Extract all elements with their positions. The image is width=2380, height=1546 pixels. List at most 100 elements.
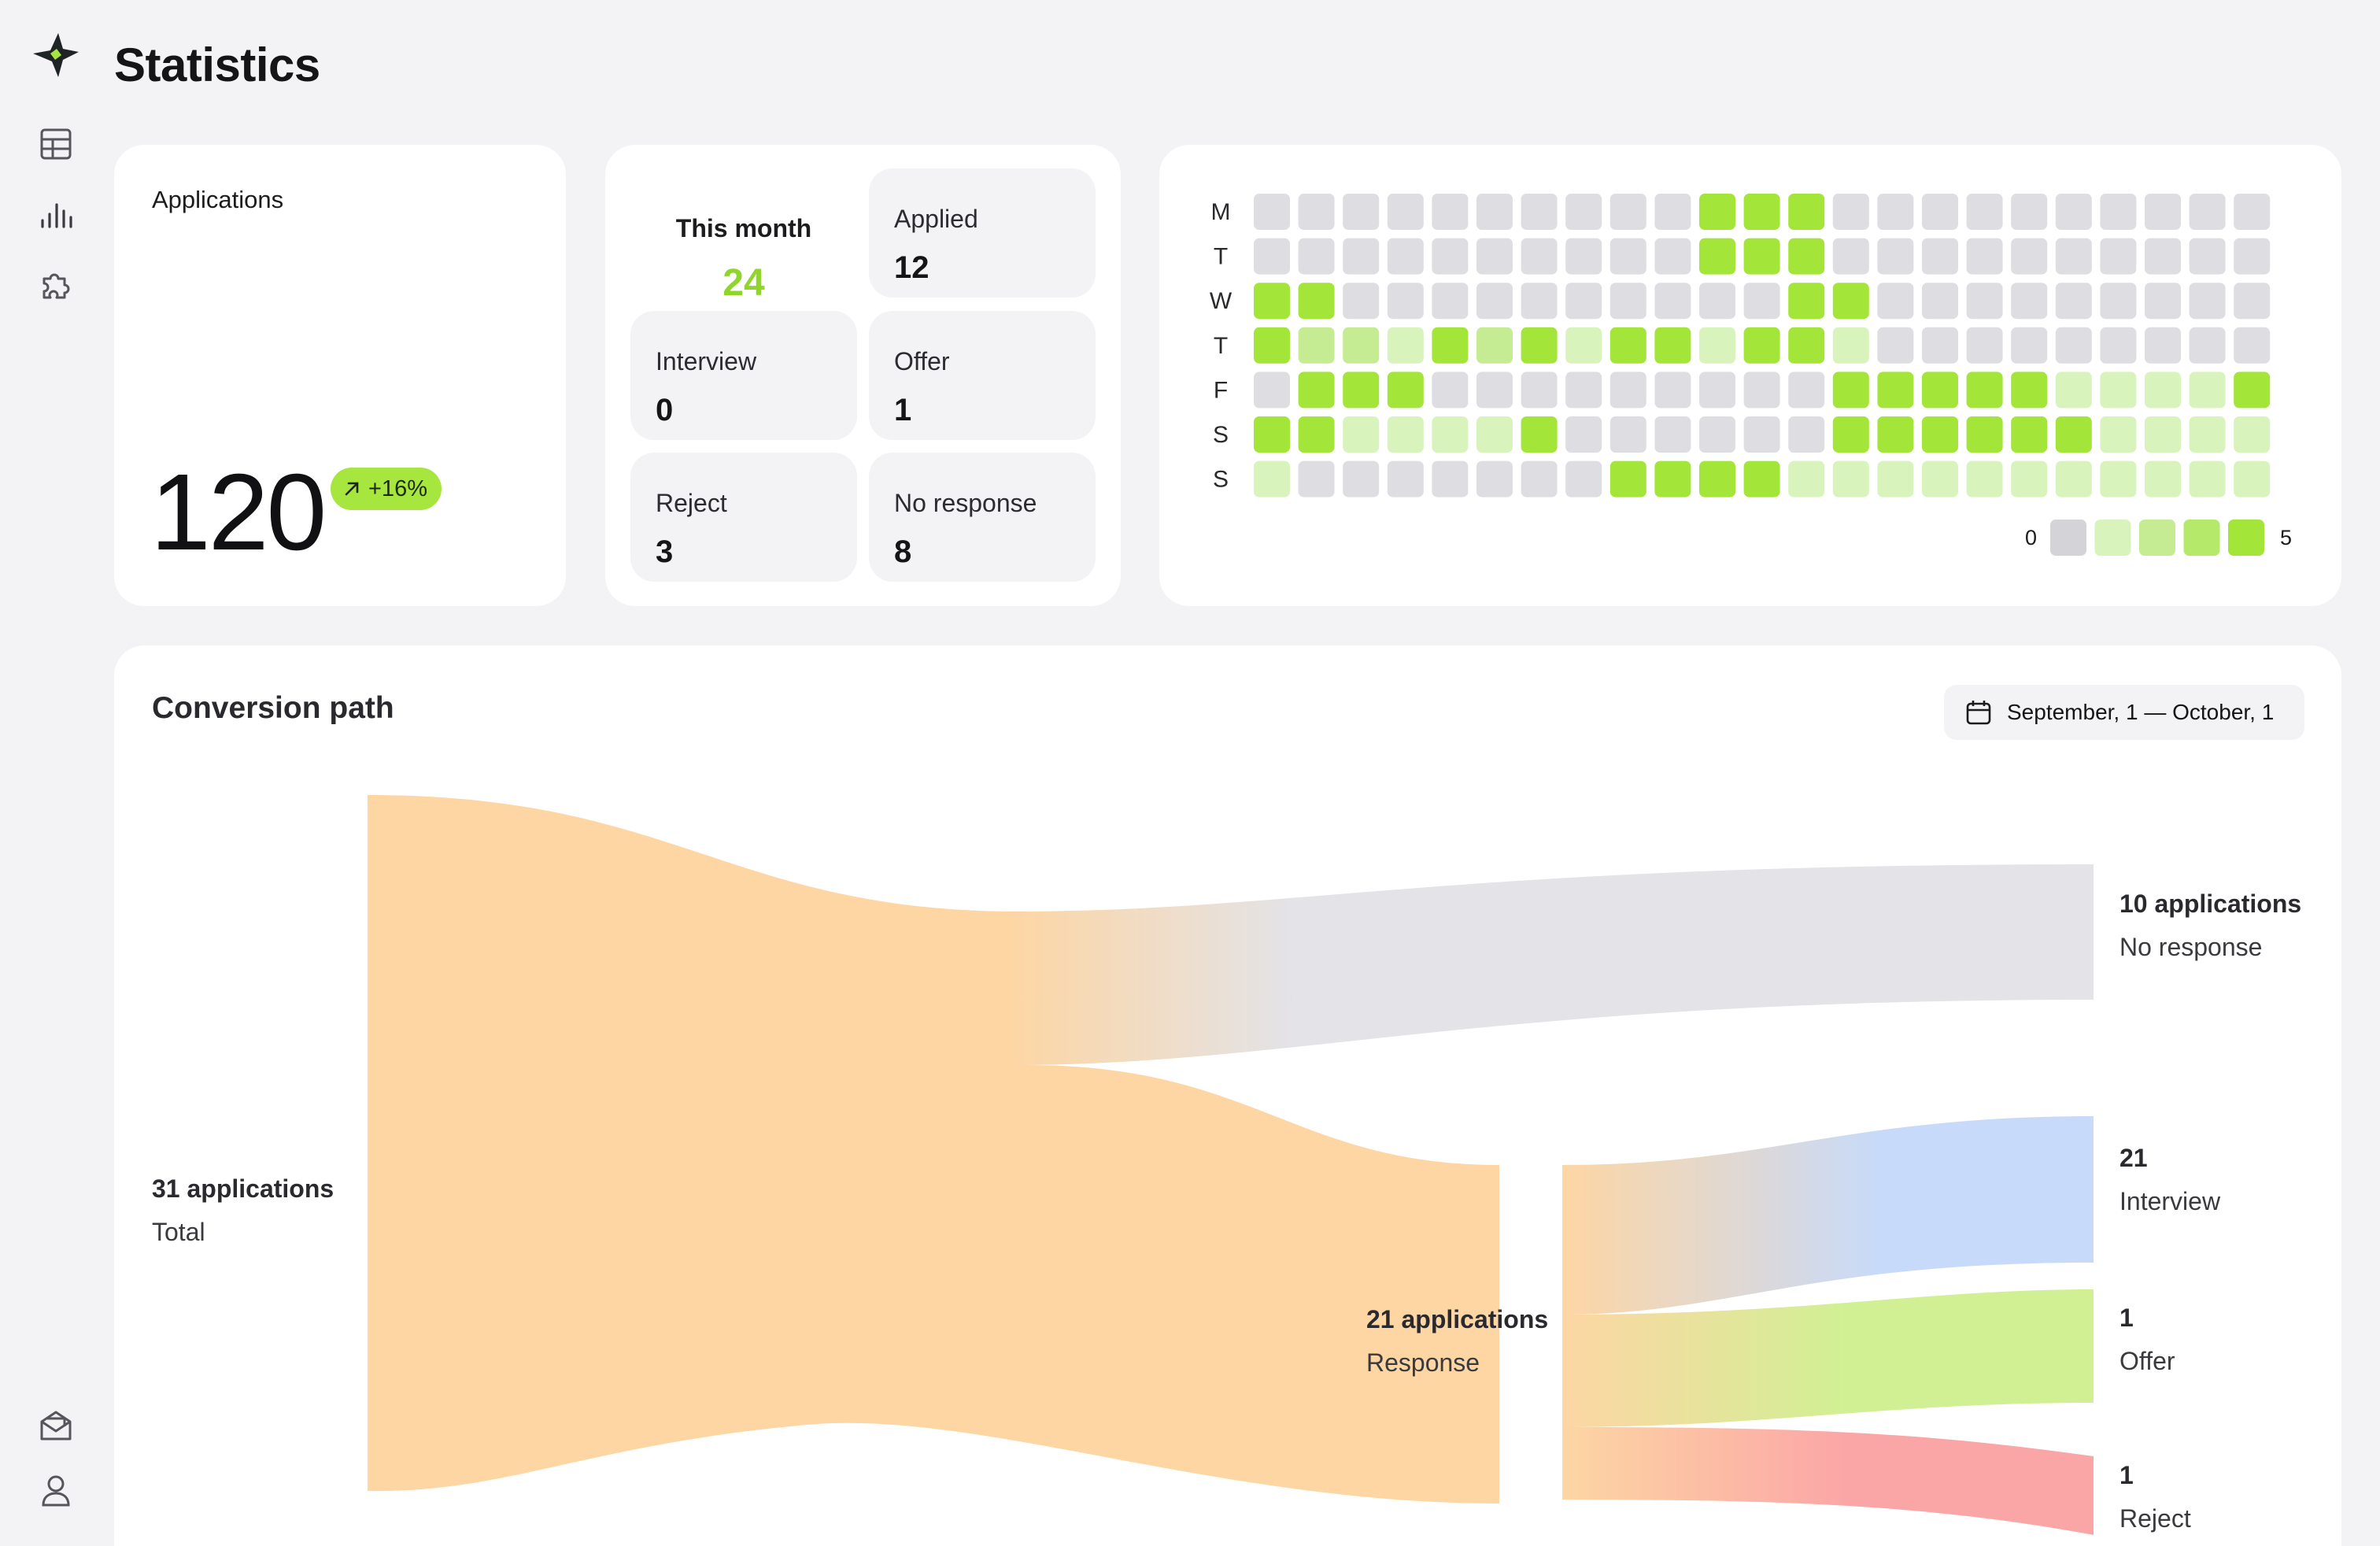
- heatmap-cell[interactable]: [2100, 416, 2137, 453]
- heatmap-cell[interactable]: [2145, 194, 2181, 230]
- heatmap-cell[interactable]: [1343, 460, 1380, 497]
- heatmap-cell[interactable]: [1432, 194, 1469, 230]
- heatmap-cell[interactable]: [1565, 327, 1602, 364]
- heatmap-cell[interactable]: [1609, 416, 1646, 453]
- heatmap-cell[interactable]: [2234, 327, 2271, 364]
- heatmap-cell[interactable]: [2100, 283, 2137, 320]
- heatmap-cell[interactable]: [1654, 194, 1691, 230]
- sidebar-item-statistics[interactable]: [38, 197, 74, 233]
- heatmap-cell[interactable]: [1654, 416, 1691, 453]
- heatmap-cell[interactable]: [1254, 194, 1290, 230]
- heatmap-cell[interactable]: [1743, 460, 1780, 497]
- heatmap-cell[interactable]: [1922, 194, 1958, 230]
- heatmap-cell[interactable]: [1832, 283, 1869, 320]
- heatmap-cell[interactable]: [2100, 327, 2137, 364]
- heatmap-cell[interactable]: [2055, 194, 2092, 230]
- heatmap-cell[interactable]: [2011, 372, 2048, 409]
- heatmap-cell[interactable]: [1654, 372, 1691, 409]
- heatmap-cell[interactable]: [1922, 283, 1958, 320]
- heatmap-cell[interactable]: [1565, 283, 1602, 320]
- heatmap-cell[interactable]: [2234, 238, 2271, 275]
- sidebar-item-extensions[interactable]: [38, 266, 74, 302]
- heatmap-cell[interactable]: [1654, 327, 1691, 364]
- heatmap-cell[interactable]: [1699, 283, 1735, 320]
- heatmap-cell[interactable]: [2055, 238, 2092, 275]
- heatmap-cell[interactable]: [1966, 194, 2003, 230]
- heatmap-cell[interactable]: [1877, 194, 1914, 230]
- heatmap-cell[interactable]: [1343, 327, 1380, 364]
- heatmap-cell[interactable]: [2011, 327, 2048, 364]
- heatmap-cell[interactable]: [1343, 416, 1380, 453]
- heatmap-cell[interactable]: [1521, 327, 1558, 364]
- heatmap-cell[interactable]: [2145, 327, 2181, 364]
- heatmap-cell[interactable]: [1343, 372, 1380, 409]
- heatmap-cell[interactable]: [1387, 238, 1424, 275]
- heatmap-cell[interactable]: [1565, 194, 1602, 230]
- heatmap-cell[interactable]: [1298, 416, 1335, 453]
- heatmap-cell[interactable]: [1788, 194, 1825, 230]
- heatmap-cell[interactable]: [1387, 283, 1424, 320]
- heatmap-cell[interactable]: [1298, 460, 1335, 497]
- heatmap-cell[interactable]: [1432, 283, 1469, 320]
- heatmap-cell[interactable]: [1387, 372, 1424, 409]
- heatmap-cell[interactable]: [1476, 416, 1513, 453]
- heatmap-cell[interactable]: [1432, 372, 1469, 409]
- heatmap-cell[interactable]: [2234, 283, 2271, 320]
- heatmap-cell[interactable]: [1788, 460, 1825, 497]
- heatmap-cell[interactable]: [1654, 238, 1691, 275]
- heatmap-cell[interactable]: [1877, 372, 1914, 409]
- heatmap-cell[interactable]: [1254, 327, 1290, 364]
- heatmap-cell[interactable]: [2100, 372, 2137, 409]
- heatmap-cell[interactable]: [1788, 238, 1825, 275]
- heatmap-cell[interactable]: [2055, 327, 2092, 364]
- heatmap-cell[interactable]: [1254, 416, 1290, 453]
- heatmap-cell[interactable]: [1699, 327, 1735, 364]
- heatmap-cell[interactable]: [1922, 238, 1958, 275]
- heatmap-cell[interactable]: [1387, 194, 1424, 230]
- heatmap-cell[interactable]: [2055, 283, 2092, 320]
- heatmap-cell[interactable]: [1609, 460, 1646, 497]
- heatmap-cell[interactable]: [1565, 416, 1602, 453]
- heatmap-cell[interactable]: [2234, 416, 2271, 453]
- heatmap-cell[interactable]: [1922, 327, 1958, 364]
- heatmap-cell[interactable]: [1432, 327, 1469, 364]
- heatmap-cell[interactable]: [1743, 194, 1780, 230]
- heatmap-cell[interactable]: [1476, 283, 1513, 320]
- heatmap-cell[interactable]: [1877, 327, 1914, 364]
- heatmap-cell[interactable]: [2145, 460, 2181, 497]
- heatmap-cell[interactable]: [1832, 327, 1869, 364]
- heatmap-cell[interactable]: [1298, 238, 1335, 275]
- heatmap-cell[interactable]: [1521, 194, 1558, 230]
- heatmap-cell[interactable]: [1877, 460, 1914, 497]
- heatmap-cell[interactable]: [2055, 460, 2092, 497]
- heatmap-cell[interactable]: [1832, 194, 1869, 230]
- heatmap-cell[interactable]: [1387, 327, 1424, 364]
- heatmap-cell[interactable]: [1922, 416, 1958, 453]
- heatmap-cell[interactable]: [1521, 416, 1558, 453]
- heatmap-cell[interactable]: [2189, 372, 2226, 409]
- heatmap-cell[interactable]: [2145, 416, 2181, 453]
- heatmap-cell[interactable]: [1387, 416, 1424, 453]
- heatmap-cell[interactable]: [1432, 238, 1469, 275]
- heatmap-cell[interactable]: [1788, 283, 1825, 320]
- heatmap-cell[interactable]: [1966, 416, 2003, 453]
- heatmap-cell[interactable]: [1254, 283, 1290, 320]
- heatmap-cell[interactable]: [2011, 283, 2048, 320]
- heatmap-cell[interactable]: [1298, 283, 1335, 320]
- heatmap-cell[interactable]: [2234, 372, 2271, 409]
- heatmap-cell[interactable]: [1877, 238, 1914, 275]
- heatmap-cell[interactable]: [1476, 194, 1513, 230]
- heatmap-cell[interactable]: [2011, 416, 2048, 453]
- heatmap-cell[interactable]: [1922, 372, 1958, 409]
- heatmap-cell[interactable]: [2189, 327, 2226, 364]
- heatmap-cell[interactable]: [2055, 372, 2092, 409]
- sidebar-item-inbox[interactable]: [38, 1407, 74, 1444]
- heatmap-cell[interactable]: [2145, 372, 2181, 409]
- heatmap-cell[interactable]: [1832, 372, 1869, 409]
- heatmap-cell[interactable]: [2189, 238, 2226, 275]
- heatmap-cell[interactable]: [1743, 327, 1780, 364]
- heatmap-cell[interactable]: [1298, 372, 1335, 409]
- heatmap-cell[interactable]: [2234, 460, 2271, 497]
- heatmap-cell[interactable]: [1743, 283, 1780, 320]
- heatmap-cell[interactable]: [1343, 238, 1380, 275]
